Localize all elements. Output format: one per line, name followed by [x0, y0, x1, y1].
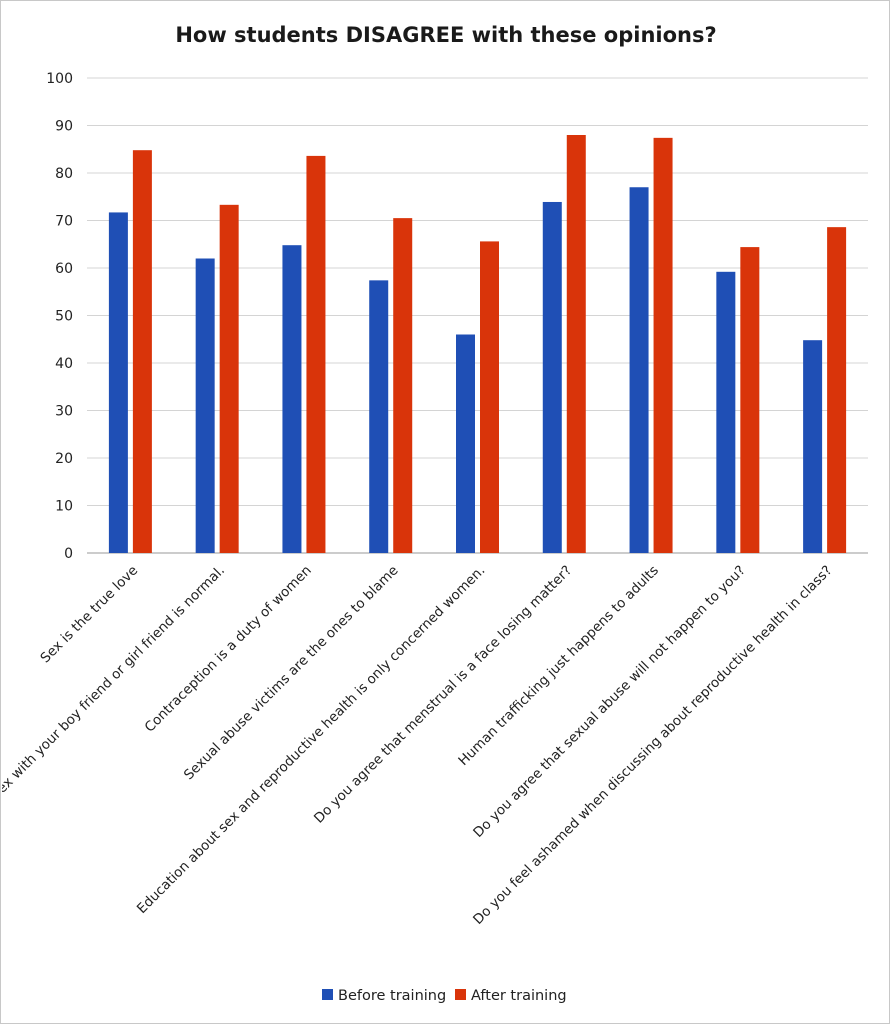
- bar-after-training: [827, 227, 847, 553]
- x-tick-label: Having sex with your boy friend or girl …: [1, 563, 228, 839]
- y-axis: 0 10 20 30 40 50 60 70 80 90 100: [46, 71, 73, 562]
- bar-before-training: [369, 280, 389, 553]
- y-tick-label: 100: [46, 71, 73, 87]
- legend-label-after: After training: [471, 988, 567, 1004]
- y-tick-label: 40: [55, 356, 73, 372]
- y-tick-label: 50: [55, 309, 73, 325]
- bar-after-training: [393, 218, 413, 553]
- bar-before-training: [282, 245, 302, 553]
- bar-before-training: [803, 340, 823, 553]
- y-tick-label: 80: [55, 166, 73, 182]
- bar-before-training: [542, 201, 562, 553]
- y-tick-label: 0: [64, 546, 73, 562]
- gridlines: [87, 77, 868, 554]
- x-tick-label: Education about sex and reproductive hea…: [134, 563, 488, 917]
- bar-after-training: [306, 155, 326, 553]
- y-tick-label: 90: [55, 119, 73, 135]
- bar-after-training: [740, 247, 760, 553]
- bar-after-training: [653, 137, 673, 553]
- bar-before-training: [195, 258, 215, 553]
- bars: [108, 135, 847, 554]
- x-tick-label: Contraception is a duty of women: [142, 563, 315, 736]
- legend-swatch-after: [455, 989, 466, 1000]
- y-tick-label: 60: [55, 261, 73, 277]
- y-tick-label: 10: [55, 499, 73, 515]
- y-tick-label: 70: [55, 214, 73, 230]
- x-axis: Sex is the true loveHaving sex with your…: [1, 563, 835, 928]
- bar-after-training: [132, 150, 152, 553]
- y-tick-label: 30: [55, 404, 73, 420]
- bar-before-training: [716, 271, 736, 553]
- bar-after-training: [480, 241, 499, 553]
- chart-title: How students DISAGREE with these opinion…: [175, 23, 716, 47]
- x-tick-label: Human trafficking just happens to adults: [455, 563, 661, 769]
- legend: Before training After training: [322, 988, 567, 1004]
- bar-before-training: [456, 334, 475, 553]
- bar-after-training: [566, 135, 586, 553]
- legend-swatch-before: [322, 989, 333, 1000]
- legend-label-before: Before training: [338, 988, 446, 1004]
- bar-after-training: [219, 204, 239, 553]
- bar-before-training: [108, 212, 128, 554]
- bar-before-training: [629, 187, 649, 553]
- x-tick-label: Sex is the true love: [37, 563, 141, 667]
- y-tick-label: 20: [55, 451, 73, 467]
